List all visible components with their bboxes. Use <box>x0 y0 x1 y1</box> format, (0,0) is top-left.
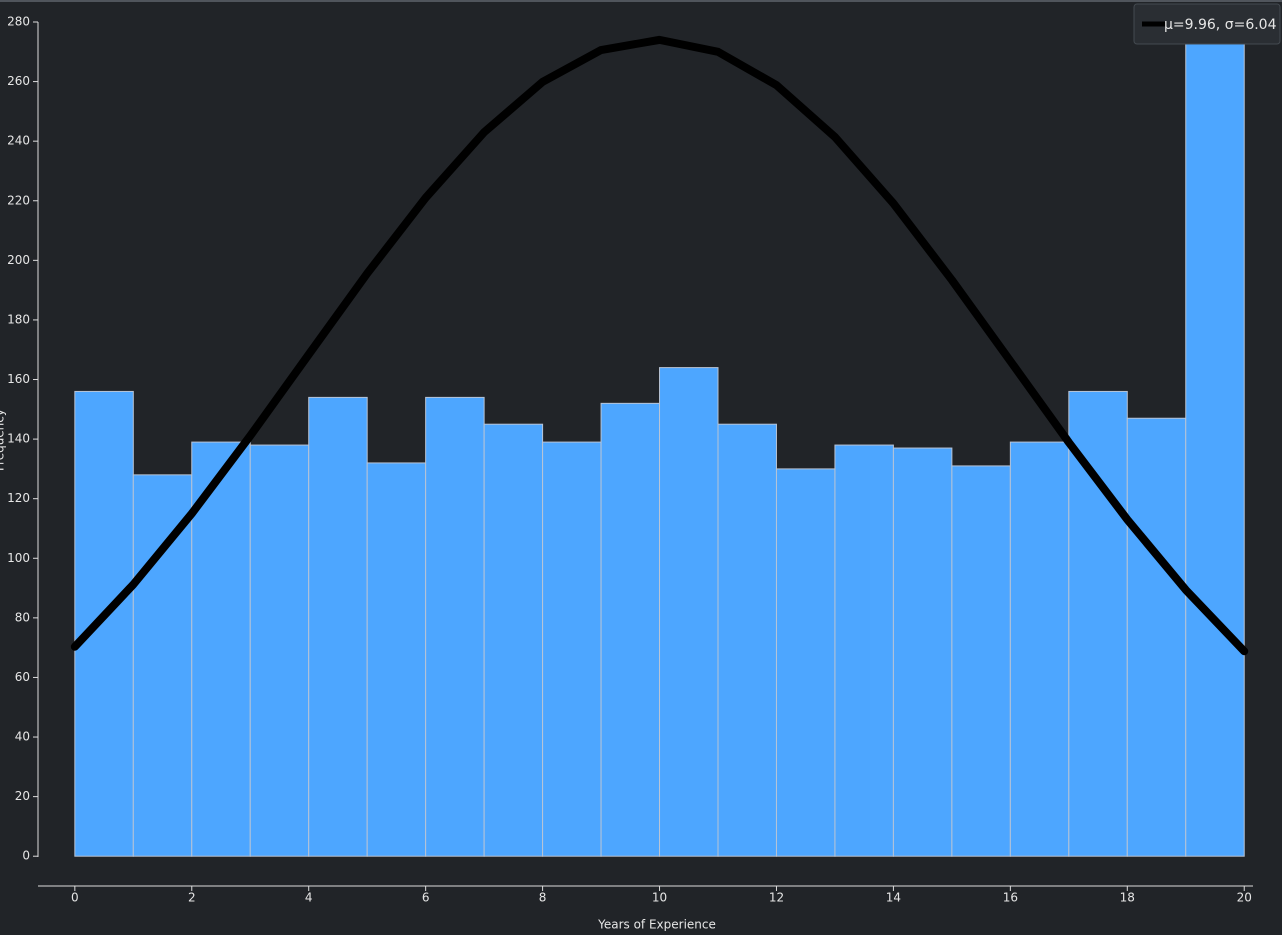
top-border <box>0 0 1282 2</box>
y-tick-label: 0 <box>22 849 30 863</box>
bar <box>600 402 661 857</box>
bar <box>892 447 953 857</box>
y-tick-label: 240 <box>7 134 30 148</box>
bar <box>1185 33 1245 857</box>
curve <box>70 35 1249 656</box>
x-tick-label: 10 <box>652 891 667 905</box>
x-tick-label: 6 <box>422 891 430 905</box>
bar <box>834 444 894 857</box>
y-tick-label: 220 <box>7 193 30 207</box>
bar <box>542 441 602 857</box>
plot-area: 0204060801001201401601802002202402602800… <box>7 15 1252 905</box>
y-tick-label: 100 <box>7 551 30 565</box>
y-tick-label: 180 <box>7 312 30 326</box>
x-tick-label: 16 <box>1003 891 1018 905</box>
x-tick-label: 12 <box>769 891 784 905</box>
y-tick-label: 60 <box>15 670 30 684</box>
x-tick-label: 8 <box>539 891 547 905</box>
x-axis-label: Years of Experience <box>597 918 716 932</box>
bar <box>366 462 427 857</box>
legend-box <box>1133 3 1281 45</box>
y-tick-label: 260 <box>7 74 30 88</box>
y-tick-label: 160 <box>7 372 30 386</box>
y-tick-label: 120 <box>7 491 30 505</box>
x-tick-label: 0 <box>71 891 79 905</box>
bar <box>1068 390 1128 857</box>
y-tick-label: 200 <box>7 253 30 267</box>
x-tick-label: 4 <box>305 891 313 905</box>
bar <box>191 441 251 857</box>
bar <box>951 465 1011 857</box>
bar <box>425 396 485 857</box>
bar <box>483 423 544 857</box>
x-tick-label: 18 <box>1120 891 1135 905</box>
y-tick-label: 20 <box>15 789 30 803</box>
y-tick-label: 80 <box>15 610 30 624</box>
legend: μ=9.96, σ=6.04 <box>1133 3 1281 45</box>
legend-label: μ=9.96, σ=6.04 <box>1164 17 1277 33</box>
x-tick-label: 20 <box>1237 891 1252 905</box>
bar <box>132 474 193 857</box>
x-tick-label: 2 <box>188 891 196 905</box>
y-axis-label: Frequency <box>0 409 7 471</box>
x-tick-label: 14 <box>886 891 901 905</box>
bar <box>74 390 134 857</box>
bar <box>775 468 836 857</box>
bar <box>249 444 310 857</box>
bar <box>659 367 719 857</box>
bar <box>1126 417 1187 857</box>
bar <box>717 423 777 857</box>
y-tick-label: 40 <box>15 730 30 744</box>
bar <box>308 396 368 857</box>
y-tick-label: 140 <box>7 432 30 446</box>
y-tick-label: 280 <box>7 15 30 29</box>
bar <box>1009 441 1070 857</box>
